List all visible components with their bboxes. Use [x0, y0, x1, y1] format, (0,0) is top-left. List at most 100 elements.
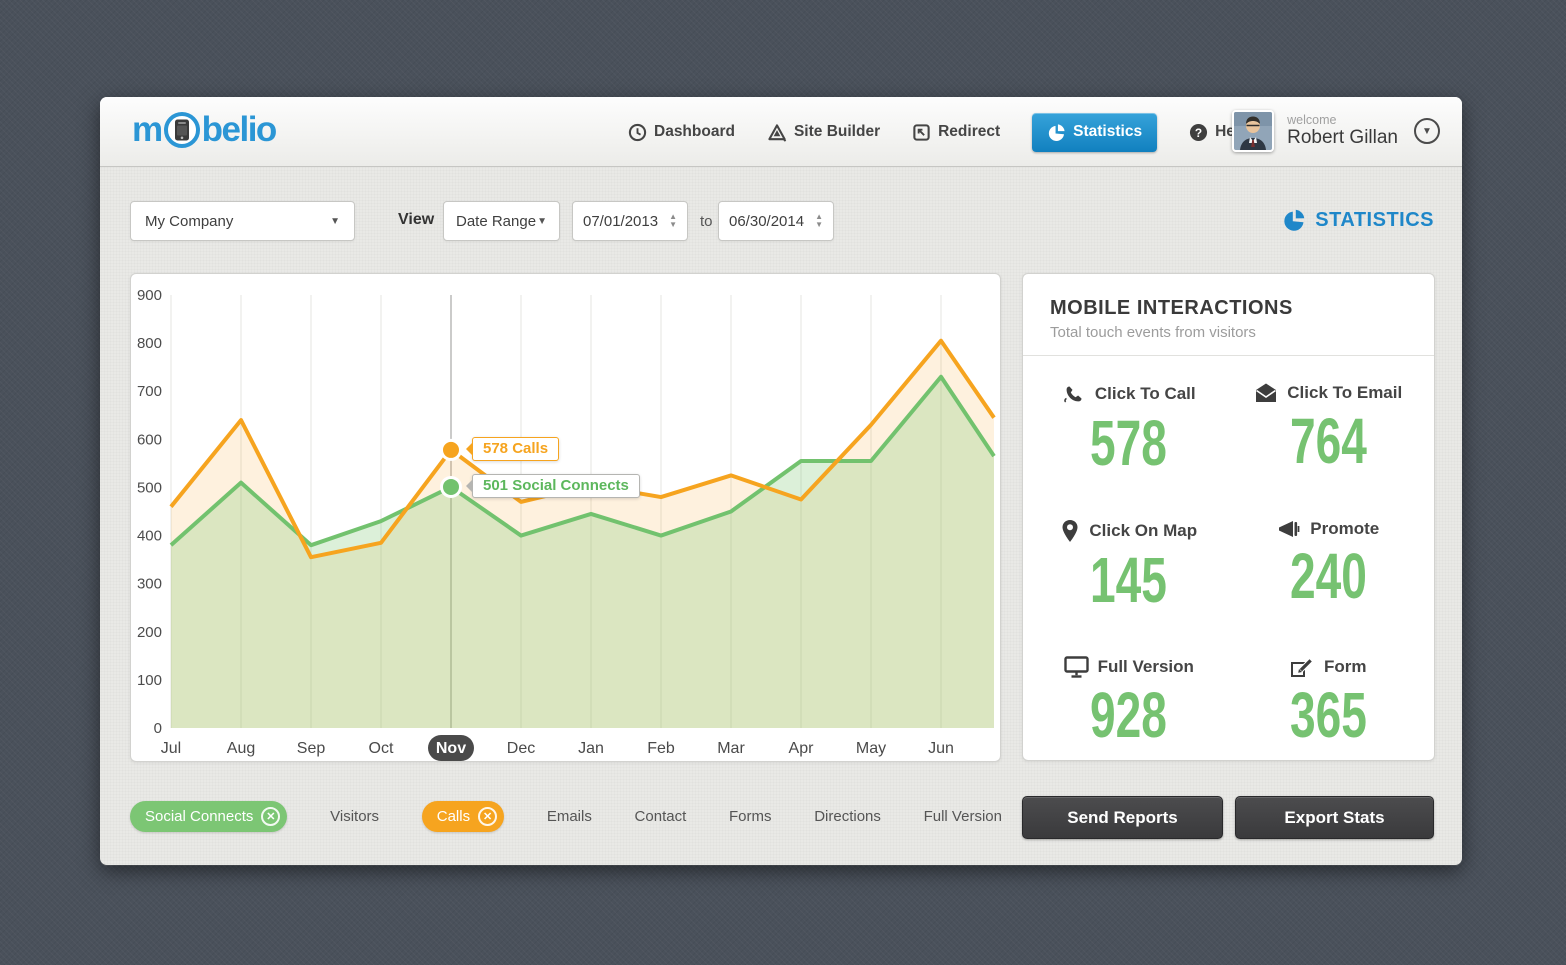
legend-directions[interactable]: Directions: [814, 808, 881, 825]
svg-text:300: 300: [137, 576, 162, 593]
stat-label: Click To Call: [1094, 384, 1196, 403]
svg-text:Nov: Nov: [436, 740, 466, 757]
stat-click-to-call: Click To Call 578: [1029, 382, 1229, 477]
redirect-icon: [913, 123, 930, 141]
nav-redirect[interactable]: Redirect: [912, 123, 1000, 142]
stat-value: 928: [1090, 679, 1168, 752]
legend-contact[interactable]: Contact: [634, 808, 687, 825]
nav-label: Site Builder: [793, 123, 881, 140]
legend-social-connects-pill[interactable]: Social Connects ✕: [130, 801, 288, 832]
stat-label: Full Version: [1097, 657, 1194, 677]
legend-full-version[interactable]: Full Version: [923, 808, 1002, 825]
chevron-down-icon: ▼: [537, 215, 547, 227]
help-icon: ?: [1190, 123, 1208, 141]
company-select[interactable]: My Company ▼: [130, 201, 355, 241]
stat-label: Promote: [1310, 519, 1380, 539]
legend-calls-pill[interactable]: Calls ✕: [421, 801, 505, 832]
stat-click-to-email: Click To Email 764: [1229, 382, 1429, 477]
nav-statistics[interactable]: Statistics: [1032, 112, 1158, 152]
logo[interactable]: m belio: [132, 110, 278, 150]
user-name: Robert Gillan: [1287, 127, 1398, 148]
tooltip-calls: 578 Calls: [465, 436, 560, 461]
stat-full-version: Full Version 928: [1029, 656, 1229, 749]
calls-social-area-chart[interactable]: 0 100 200 300 400 500 600 700 800 900 Jul Aug Sep Oct…: [131, 274, 1000, 761]
svg-text:Jan: Jan: [578, 740, 604, 757]
panel-header: MOBILE INTERACTIONS Total touch events f…: [1023, 274, 1434, 356]
welcome-text: welcome: [1287, 113, 1337, 127]
svg-text:Dec: Dec: [507, 740, 535, 757]
statistics-heading-text: STATISTICS: [1315, 208, 1434, 231]
app-window: m belio Dashboard: [100, 97, 1462, 865]
stat-promote: Promote 240: [1229, 519, 1429, 614]
stat-value: 240: [1289, 540, 1367, 613]
logo-text-prefix: m: [132, 110, 163, 149]
legend-label: Calls: [436, 808, 471, 825]
form-pencil-icon: [1291, 658, 1314, 678]
svg-text:400: 400: [137, 528, 162, 545]
svg-text:500: 500: [137, 479, 162, 496]
logo-text-suffix: belio: [201, 110, 278, 149]
view-label: View: [398, 211, 435, 228]
email-icon: [1256, 383, 1277, 402]
export-stats-button[interactable]: Export Stats: [1235, 796, 1434, 839]
range-type-select[interactable]: Date Range ▼: [443, 201, 560, 241]
nav-label: Redirect: [938, 123, 1001, 140]
stat-form: Form 365: [1229, 656, 1429, 749]
to-label: to: [700, 213, 713, 230]
date-from-value: 07/01/2013: [583, 212, 659, 230]
stat-click-on-map: Click On Map 145: [1029, 519, 1229, 614]
tooltip-social-connects: 501 Social Connects: [466, 473, 640, 498]
company-select-value: My Company: [145, 212, 234, 230]
nav-dashboard[interactable]: Dashboard: [628, 123, 735, 142]
user-menu-chevron-down-icon[interactable]: ▼: [1414, 118, 1440, 144]
svg-text:Oct: Oct: [369, 740, 394, 757]
legend-emails[interactable]: Emails: [546, 808, 592, 825]
user-text: welcome Robert Gillan: [1287, 113, 1398, 149]
site-builder-icon: [768, 123, 787, 142]
stat-label: Click On Map: [1089, 521, 1198, 541]
date-to-stepper[interactable]: ▲ ▼: [815, 212, 823, 229]
legend-label: Social Connects: [145, 808, 254, 825]
svg-text:Mar: Mar: [717, 740, 745, 757]
date-from-stepper[interactable]: ▲ ▼: [669, 212, 677, 229]
stats-grid: Click To Call 578 Click To Email 764: [1023, 356, 1434, 750]
phone-icon: [1064, 386, 1082, 403]
svg-text:900: 900: [137, 287, 162, 304]
svg-text:Apr: Apr: [789, 740, 815, 757]
svg-text:Aug: Aug: [227, 740, 255, 757]
date-to-input[interactable]: 06/30/2014 ▲ ▼: [718, 201, 834, 241]
stat-value: 578: [1090, 407, 1168, 479]
remove-social-connects-icon[interactable]: ✕: [261, 807, 281, 826]
svg-text:Feb: Feb: [647, 740, 675, 757]
svg-text:800: 800: [137, 335, 162, 352]
pie-chart-icon: [1284, 209, 1305, 231]
svg-text:May: May: [856, 740, 886, 757]
nav-site-builder[interactable]: Site Builder: [767, 123, 880, 142]
series-legend: Social Connects ✕ Visitors Calls ✕ Email…: [130, 801, 1002, 832]
range-select-value: Date Range: [456, 212, 537, 230]
dashboard-clock-icon: [628, 123, 647, 141]
statistics-heading: STATISTICS: [1282, 208, 1434, 232]
map-pin-icon: [1062, 520, 1078, 543]
date-to-value: 06/30/2014: [729, 212, 805, 230]
stat-label: Form: [1324, 657, 1367, 677]
nav-label: Statistics: [1073, 123, 1143, 140]
statistics-pie-icon: [1049, 123, 1065, 141]
date-from-input[interactable]: 07/01/2013 ▲ ▼: [572, 201, 688, 241]
svg-text:200: 200: [137, 624, 162, 641]
user-block: welcome Robert Gillan ▼: [1232, 110, 1440, 152]
remove-calls-icon[interactable]: ✕: [478, 807, 498, 826]
monitor-icon: [1063, 656, 1089, 679]
svg-text:Jun: Jun: [928, 740, 954, 757]
mobile-interactions-panel: MOBILE INTERACTIONS Total touch events f…: [1022, 273, 1435, 761]
svg-text:Jul: Jul: [161, 740, 181, 757]
chevron-down-icon: ▼: [330, 215, 340, 227]
filter-bar: My Company ▼ View Date Range ▼ 07/01/201…: [130, 201, 1434, 241]
legend-forms[interactable]: Forms: [728, 808, 772, 825]
svg-text:?: ?: [1195, 125, 1202, 139]
legend-visitors[interactable]: Visitors: [330, 808, 380, 825]
avatar: [1232, 110, 1275, 152]
send-reports-button[interactable]: Send Reports: [1022, 796, 1223, 839]
chart-card: 0 100 200 300 400 500 600 700 800 900 Jul Aug Sep Oct…: [130, 273, 1001, 762]
svg-text:Sep: Sep: [297, 740, 326, 757]
